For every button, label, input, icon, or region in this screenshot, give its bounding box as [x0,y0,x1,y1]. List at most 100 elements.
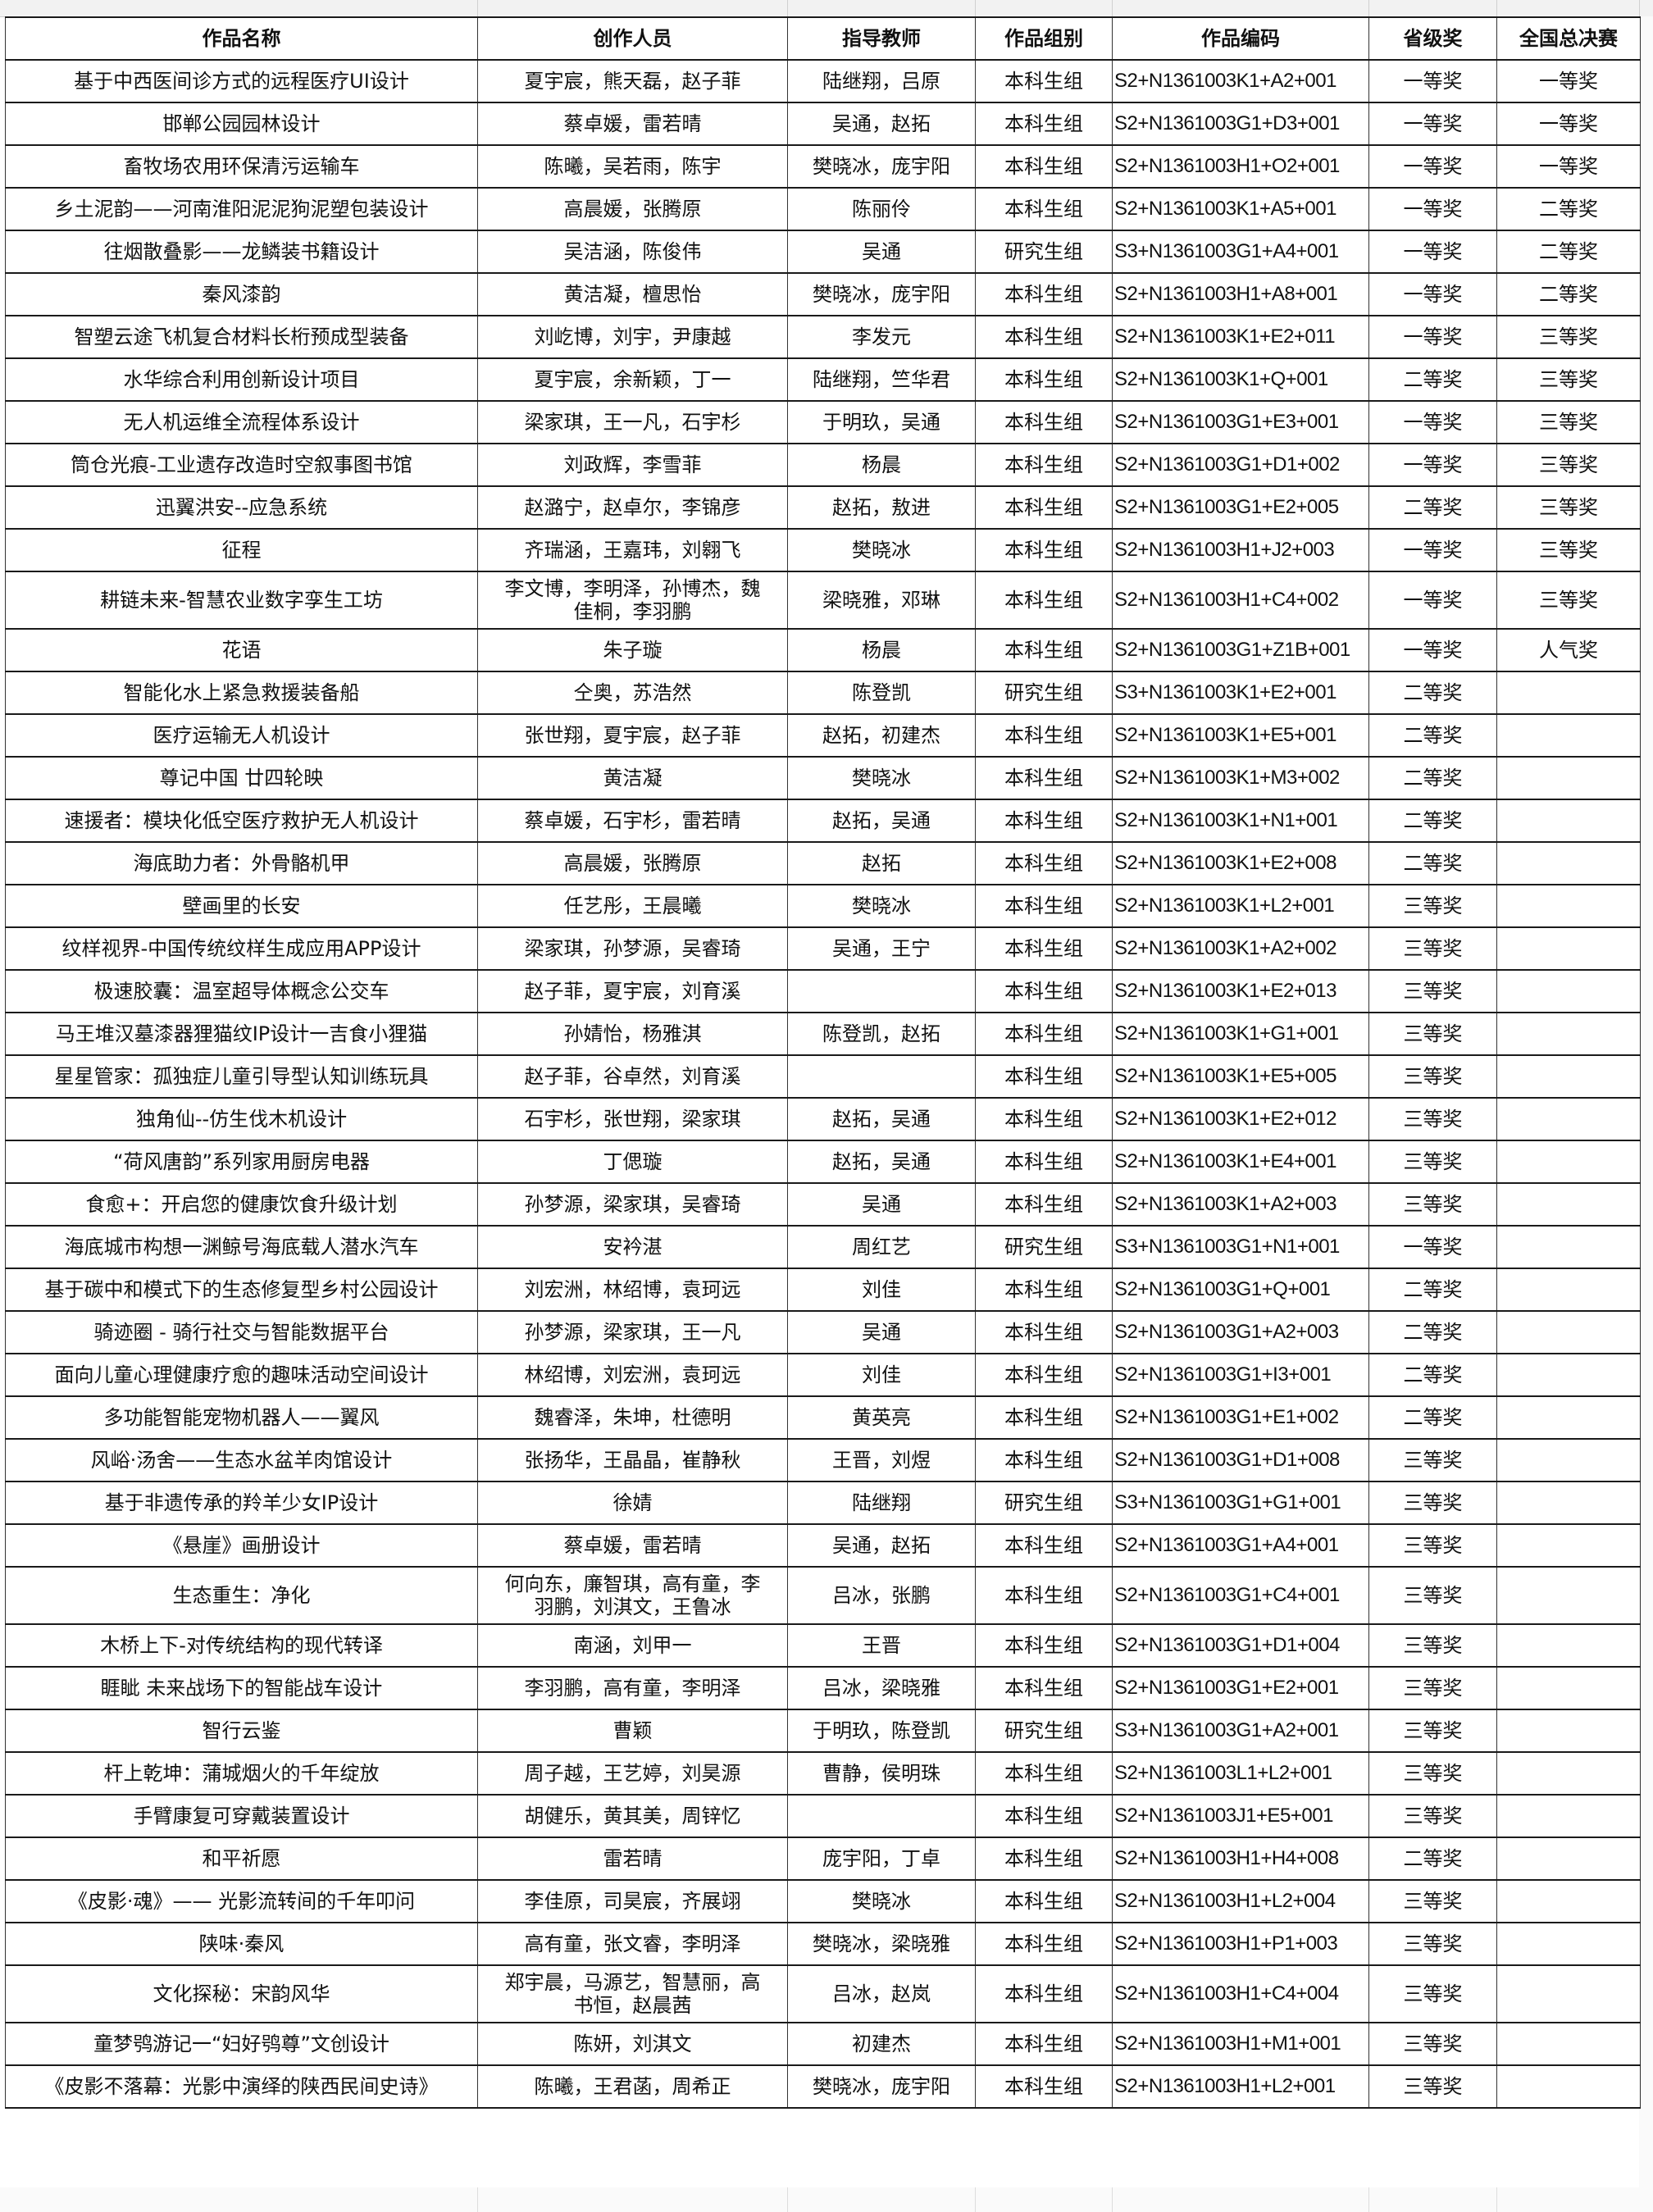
cell-work-name[interactable]: 无人机运维全流程体系设计 [5,400,478,444]
cell-creators[interactable]: 丁偲璇 [477,1140,788,1184]
cell-advisors[interactable]: 周红艺 [787,1225,976,1269]
cell-work-name[interactable]: 基于非遗传承的羚羊少女IP设计 [5,1481,478,1525]
cell-work-name[interactable]: 速援者：模块化低空医疗救护无人机设计 [5,799,478,843]
cell-creators[interactable]: 陈曦，吴若雨，陈宇 [477,144,788,189]
cell-group[interactable]: 本科生组 [975,315,1113,359]
cell-creators[interactable]: 齐瑞涵，王嘉玮，刘翱飞 [477,528,788,572]
cell-advisors[interactable]: 吕冰，梁晓雅 [787,1666,976,1710]
cell-national-award[interactable]: 三等奖 [1496,528,1641,572]
cell-work-code[interactable]: S2+N1361003H1+L2+004 [1112,1879,1369,1923]
cell-national-award[interactable]: 三等奖 [1496,315,1641,359]
cell-creators[interactable]: 曹颖 [477,1709,788,1753]
cell-national-award[interactable]: 三等奖 [1496,400,1641,444]
cell-advisors[interactable]: 吴通，赵拓 [787,102,976,146]
cell-national-award[interactable] [1496,2022,1641,2066]
cell-advisors[interactable]: 吴通 [787,1182,976,1227]
cell-group[interactable]: 研究生组 [975,1225,1113,1269]
cell-creators[interactable]: 仝奥，苏浩然 [477,671,788,715]
cell-work-name[interactable]: 畜牧场农用环保清污运输车 [5,144,478,189]
cell-national-award[interactable]: 三等奖 [1496,443,1641,487]
cell-work-name[interactable]: 木桥上下-对传统结构的现代转译 [5,1623,478,1668]
cell-creators[interactable]: 张世翔，夏宇宸，赵子菲 [477,713,788,758]
cell-group[interactable]: 本科生组 [975,1837,1113,1881]
cell-national-award[interactable] [1496,1709,1641,1753]
cell-national-award[interactable] [1496,969,1641,1013]
cell-national-award[interactable]: 二等奖 [1496,187,1641,231]
cell-work-code[interactable]: S2+N1361003G1+E1+002 [1112,1395,1369,1440]
cell-provincial-award[interactable]: 一等奖 [1368,443,1497,487]
cell-work-code[interactable]: S3+N1361003G1+G1+001 [1112,1481,1369,1525]
cell-national-award[interactable] [1496,841,1641,885]
cell-group[interactable]: 本科生组 [975,1353,1113,1397]
cell-group[interactable]: 本科生组 [975,841,1113,885]
cell-advisors[interactable]: 樊晓冰 [787,884,976,928]
cell-provincial-award[interactable]: 三等奖 [1368,1438,1497,1482]
cell-work-code[interactable]: S2+N1361003H1+P1+003 [1112,1922,1369,1966]
cell-national-award[interactable] [1496,1922,1641,1966]
cell-creators[interactable]: 陈曦，王君菡，周希正 [477,2064,788,2109]
cell-advisors[interactable]: 庞宇阳，丁卓 [787,1837,976,1881]
cell-work-name[interactable]: 海底助力者：外骨骼机甲 [5,841,478,885]
cell-provincial-award[interactable]: 三等奖 [1368,2064,1497,2109]
cell-national-award[interactable] [1496,1225,1641,1269]
cell-group[interactable]: 本科生组 [975,272,1113,316]
cell-group[interactable]: 本科生组 [975,528,1113,572]
cell-national-award[interactable] [1496,1182,1641,1227]
cell-advisors[interactable]: 陆继翔，吕原 [787,59,976,103]
cell-national-award[interactable] [1496,884,1641,928]
cell-work-code[interactable]: S3+N1361003G1+A2+001 [1112,1709,1369,1753]
cell-national-award[interactable] [1496,1310,1641,1354]
cell-advisors[interactable]: 刘佳 [787,1268,976,1312]
cell-work-code[interactable]: S2+N1361003G1+D3+001 [1112,102,1369,146]
cell-work-code[interactable]: S2+N1361003K1+E2+011 [1112,315,1369,359]
cell-work-code[interactable]: S2+N1361003H1+O2+001 [1112,144,1369,189]
cell-advisors[interactable]: 吴通，赵拓 [787,1523,976,1568]
cell-work-name[interactable]: 邯郸公园园林设计 [5,102,478,146]
cell-work-name[interactable]: 纹样视界-中国传统纹样生成应用APP设计 [5,926,478,971]
cell-creators[interactable]: 黄洁凝 [477,756,788,800]
cell-work-name[interactable]: 智行云鉴 [5,1709,478,1753]
cell-advisors[interactable]: 陈登凯，赵拓 [787,1012,976,1056]
cell-creators[interactable]: 李文博，李明泽，孙博杰，魏佳桐，李羽鹏 [477,571,788,630]
cell-provincial-award[interactable]: 三等奖 [1368,1012,1497,1056]
cell-advisors[interactable]: 黄英亮 [787,1395,976,1440]
cell-work-code[interactable]: S2+N1361003J1+E5+001 [1112,1794,1369,1838]
cell-work-code[interactable]: S2+N1361003K1+A5+001 [1112,187,1369,231]
cell-creators[interactable]: 朱子璇 [477,628,788,672]
cell-provincial-award[interactable]: 二等奖 [1368,1837,1497,1881]
cell-group[interactable]: 本科生组 [975,1054,1113,1099]
cell-work-name[interactable]: 基于中西医间诊方式的远程医疗UI设计 [5,59,478,103]
cell-national-award[interactable] [1496,2064,1641,2109]
cell-group[interactable]: 本科生组 [975,1964,1113,2023]
cell-provincial-award[interactable]: 三等奖 [1368,1523,1497,1568]
cell-creators[interactable]: 胡健乐，黄其美，周锌忆 [477,1794,788,1838]
cell-provincial-award[interactable]: 二等奖 [1368,1310,1497,1354]
cell-work-code[interactable]: S2+N1361003H1+C4+002 [1112,571,1369,630]
cell-creators[interactable]: 刘政辉，李雪菲 [477,443,788,487]
cell-work-name[interactable]: 壁画里的长安 [5,884,478,928]
cell-group[interactable]: 本科生组 [975,485,1113,530]
cell-work-name[interactable]: 手臂康复可穿戴装置设计 [5,1794,478,1838]
cell-work-name[interactable]: 智塑云途飞机复合材料长桁预成型装备 [5,315,478,359]
cell-creators[interactable]: 陈妍，刘淇文 [477,2022,788,2066]
cell-national-award[interactable] [1496,1523,1641,1568]
cell-group[interactable]: 本科生组 [975,926,1113,971]
cell-national-award[interactable] [1496,671,1641,715]
cell-work-name[interactable]: 耕链未来-智慧农业数字孪生工坊 [5,571,478,630]
cell-provincial-award[interactable]: 三等奖 [1368,1964,1497,2023]
cell-creators[interactable]: 高晨媛，张腾原 [477,187,788,231]
cell-work-name[interactable]: 风峪·汤舍——生态水盆羊肉馆设计 [5,1438,478,1482]
cell-provincial-award[interactable]: 三等奖 [1368,1922,1497,1966]
cell-group[interactable]: 本科生组 [975,1012,1113,1056]
cell-work-code[interactable]: S2+N1361003K1+E5+001 [1112,713,1369,758]
cell-work-name[interactable]: 乡土泥韵——河南淮阳泥泥狗泥塑包装设计 [5,187,478,231]
cell-work-name[interactable]: 《皮影不落幕：光影中演绎的陕西民间史诗》 [5,2064,478,2109]
cell-work-name[interactable]: 和平祈愿 [5,1837,478,1881]
cell-national-award[interactable] [1496,1623,1641,1668]
cell-advisors[interactable]: 赵拓，吴通 [787,799,976,843]
cell-creators[interactable]: 刘屹博，刘宇，尹康越 [477,315,788,359]
cell-work-name[interactable]: 智能化水上紧急救援装备船 [5,671,478,715]
cell-advisors[interactable]: 樊晓冰，梁晓雅 [787,1922,976,1966]
cell-creators[interactable]: 蔡卓媛，雷若晴 [477,1523,788,1568]
cell-provincial-award[interactable]: 三等奖 [1368,2022,1497,2066]
